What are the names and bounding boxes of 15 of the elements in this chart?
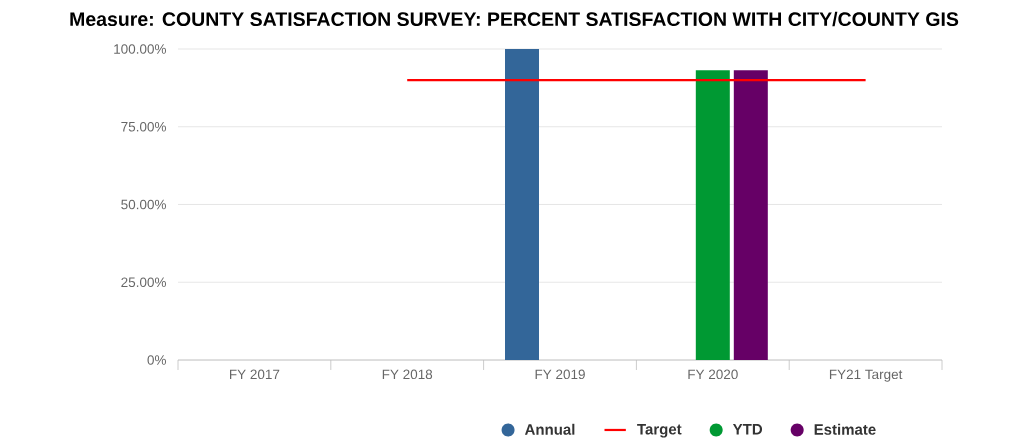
legend-label: Annual bbox=[524, 423, 575, 435]
legend-label: Estimate bbox=[814, 423, 876, 435]
y-tick-label: 50.00% bbox=[121, 199, 166, 210]
x-tick-label: FY 2018 bbox=[382, 369, 433, 380]
x-tick-label: FY 2019 bbox=[535, 369, 585, 380]
x-tick-label: FY21 Target bbox=[829, 369, 903, 382]
chart-title: Measure: COUNTY SATISFACTION SURVEY: PERCENT SATISFACTION WITH CITY/COUNTY GIS bbox=[70, 11, 959, 27]
y-tick-label: 25.00% bbox=[121, 277, 166, 288]
x-tick-label: FY 2017 bbox=[230, 369, 280, 380]
legend-label: Target bbox=[637, 424, 682, 438]
y-tick-label: 75.00% bbox=[121, 121, 166, 132]
legend-label: YTD bbox=[732, 424, 763, 435]
x-tick-label: FY 2020 bbox=[688, 369, 738, 380]
y-tick-label: 100.00% bbox=[114, 44, 166, 54]
y-tick-label: 0% bbox=[147, 355, 166, 365]
